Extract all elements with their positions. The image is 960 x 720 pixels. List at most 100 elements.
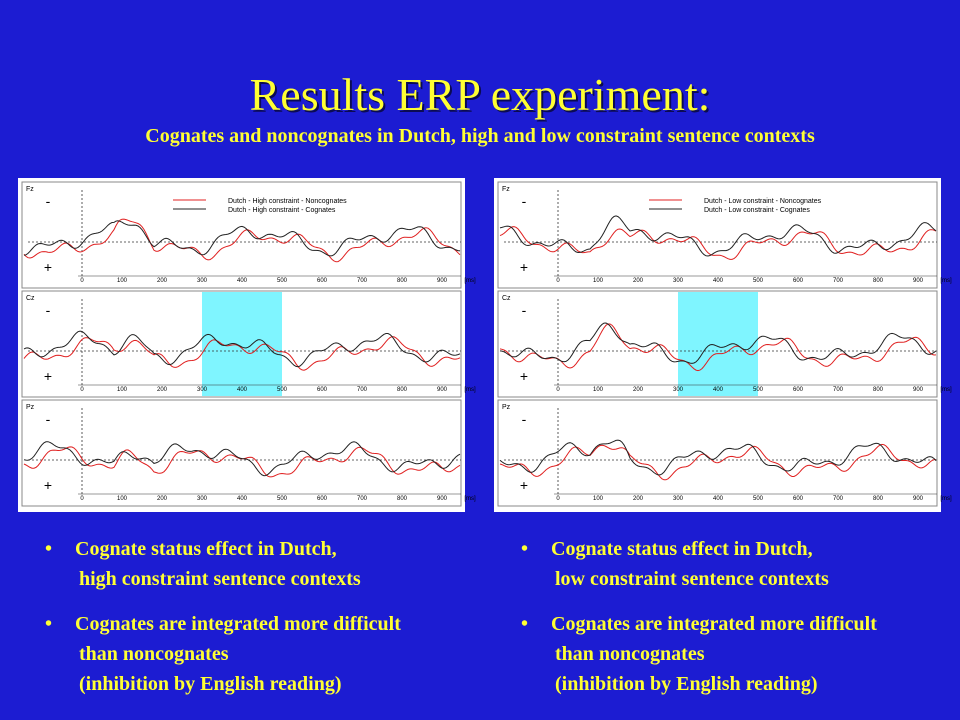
x-tick-label: 200 <box>633 278 644 284</box>
x-tick-label: 600 <box>793 387 804 393</box>
x-tick-label: 600 <box>317 496 328 502</box>
x-tick-label: 400 <box>713 278 724 284</box>
bullet: • <box>45 613 52 635</box>
x-tick-label: 100 <box>117 496 128 502</box>
x-tick-label: 0 <box>80 278 84 284</box>
title-shadow: Results ERP experiment: <box>252 71 713 122</box>
x-unit: [ms] <box>940 387 952 393</box>
x-tick-label: 600 <box>317 278 328 284</box>
erp-plot: Cz - +0 100 200 300 400 500 600 700 800 900 [ms] <box>21 290 476 398</box>
x-tick-label: 300 <box>197 496 208 502</box>
erp-plot: Fz - +0 100 200 300 400 500 600 700 800 900 [ms] Dutc… <box>21 181 476 289</box>
bullet-text: Cognates are integrated more difficult <box>551 613 877 635</box>
x-tick-label: 500 <box>277 278 288 284</box>
x-tick-label: 800 <box>873 387 884 393</box>
x-tick-label: 100 <box>593 387 604 393</box>
bullet-text: Cognates are integrated more difficult <box>75 613 401 635</box>
x-tick-label: 700 <box>357 387 368 393</box>
x-tick-label: 800 <box>873 278 884 284</box>
x-tick-label: 200 <box>633 496 644 502</box>
x-tick-label: 700 <box>833 278 844 284</box>
x-tick-label: 400 <box>713 387 724 393</box>
channel-label: Cz <box>502 295 511 302</box>
legend-label: Dutch - High constraint - Cognates <box>228 207 336 214</box>
waveform-noncognates <box>499 323 937 372</box>
polarity-neg: - <box>46 302 51 318</box>
waveform-cognates <box>23 330 461 368</box>
x-tick-label: 700 <box>357 278 368 284</box>
x-tick-label: 400 <box>237 278 248 284</box>
channel-label: Pz <box>26 404 35 411</box>
highlight-window <box>678 292 758 396</box>
x-unit: [ms] <box>464 496 476 502</box>
bullet-text: Cognate status effect in Dutch, <box>75 538 337 560</box>
erp-plot: Fz - +0 100 200 300 400 500 600 700 800 900 [ms] Dutc… <box>497 181 952 289</box>
x-unit: [ms] <box>464 278 476 284</box>
erp-plot: Pz - +0 100 200 300 400 500 600 700 800 900 [ms] <box>497 399 952 507</box>
title: Results ERP experiment: <box>250 69 711 120</box>
bullet-text: high constraint sentence contexts <box>79 568 361 590</box>
bullet-text: (inhibition by English reading) <box>555 673 818 695</box>
channel-label: Pz <box>502 404 511 411</box>
x-tick-label: 200 <box>157 278 168 284</box>
waveform-noncognates <box>499 443 936 481</box>
x-tick-label: 900 <box>913 387 924 393</box>
waveform-cognates <box>499 215 937 257</box>
x-tick-label: 300 <box>197 387 208 393</box>
x-tick-label: 100 <box>117 387 128 393</box>
waveform-cognates <box>499 439 937 476</box>
bullet: • <box>521 613 528 635</box>
bullet: • <box>45 538 52 560</box>
waveform-noncognates <box>499 226 937 260</box>
bullet-text: than noncognates <box>79 643 229 665</box>
bullet: • <box>521 538 528 560</box>
x-tick-label: 900 <box>437 496 448 502</box>
channel-label: Cz <box>26 295 35 302</box>
erp-plot: Pz - +0 100 200 300 400 500 600 700 800 900 [ms] <box>21 399 476 507</box>
legend-label: Dutch - Low constraint - Noncognates <box>704 198 822 205</box>
polarity-pos: + <box>44 368 52 384</box>
bullet-text: Cognate status effect in Dutch, <box>551 538 813 560</box>
plot-frame <box>497 399 938 507</box>
waveform-cognates <box>23 441 461 477</box>
x-tick-label: 600 <box>317 387 328 393</box>
plot-frame <box>497 181 938 289</box>
x-tick-label: 400 <box>237 496 248 502</box>
highlight-window <box>202 292 282 396</box>
x-tick-label: 600 <box>793 278 804 284</box>
polarity-pos: + <box>520 259 528 275</box>
subtitle: Cognates and noncognates in Dutch, high … <box>145 125 815 147</box>
x-unit: [ms] <box>464 387 476 393</box>
x-unit: [ms] <box>940 496 952 502</box>
x-tick-label: 800 <box>397 496 408 502</box>
polarity-neg: - <box>46 193 51 209</box>
x-tick-label: 800 <box>873 496 884 502</box>
polarity-pos: + <box>520 477 528 493</box>
x-tick-label: 100 <box>593 278 604 284</box>
x-tick-label: 300 <box>673 278 684 284</box>
legend-label: Dutch - Low constraint - Cognates <box>704 207 810 214</box>
erp-plot: Cz - +0 100 200 300 400 500 600 700 800 900 [ms] <box>497 290 952 398</box>
x-tick-label: 500 <box>753 496 764 502</box>
plot-frame <box>21 399 462 507</box>
x-tick-label: 800 <box>397 278 408 284</box>
bullet-text: low constraint sentence contexts <box>555 568 829 590</box>
x-tick-label: 500 <box>277 496 288 502</box>
x-tick-label: 600 <box>793 496 804 502</box>
x-tick-label: 700 <box>833 496 844 502</box>
polarity-neg: - <box>46 411 51 427</box>
x-tick-label: 500 <box>753 278 764 284</box>
x-tick-label: 900 <box>437 278 448 284</box>
x-tick-label: 200 <box>633 387 644 393</box>
waveform-noncognates <box>23 336 461 371</box>
channel-label: Fz <box>26 186 34 193</box>
polarity-neg: - <box>522 411 527 427</box>
polarity-pos: + <box>520 368 528 384</box>
bullet-text: than noncognates <box>555 643 705 665</box>
x-tick-label: 300 <box>673 496 684 502</box>
x-tick-label: 200 <box>157 387 168 393</box>
x-tick-label: 200 <box>157 496 168 502</box>
x-tick-label: 500 <box>753 387 764 393</box>
x-tick-label: 900 <box>913 278 924 284</box>
